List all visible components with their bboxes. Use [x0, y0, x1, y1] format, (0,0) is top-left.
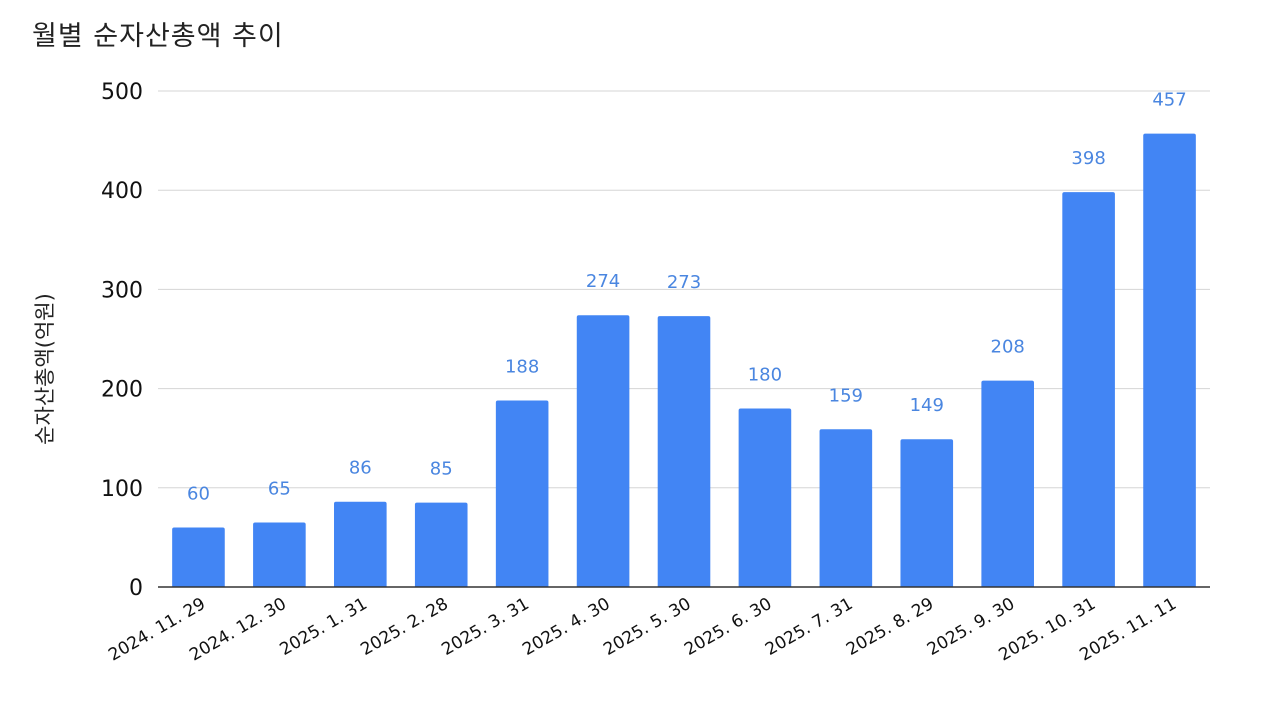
x-tick-label: 2025. 3. 31	[438, 594, 532, 660]
chart-title: 월별 순자산총액 추이	[32, 21, 284, 52]
data-label: 188	[505, 357, 539, 378]
data-label: 86	[349, 458, 372, 479]
x-tick-label: 2025. 6. 30	[681, 594, 775, 660]
y-tick-label: 500	[101, 80, 143, 105]
bar	[1062, 192, 1115, 587]
x-tick-label: 2025. 8. 29	[843, 594, 937, 660]
data-labels: 60 65 86 85 188 274 273 180 159 149 208 398 457	[187, 90, 1187, 505]
y-tick-label: 100	[101, 477, 143, 502]
bar	[657, 316, 711, 587]
x-tick-label: 2025. 5. 30	[600, 594, 694, 660]
data-label: 159	[829, 385, 863, 406]
bar	[1143, 133, 1196, 587]
x-tick-label: 2025. 2. 28	[357, 594, 451, 660]
data-label: 398	[1071, 148, 1105, 169]
data-label: 149	[910, 395, 944, 416]
y-tick-label: 0	[129, 576, 143, 601]
y-tick-label: 400	[101, 179, 143, 204]
bar	[900, 439, 954, 587]
x-tick-label: 2025. 1. 31	[277, 594, 371, 660]
bar	[414, 502, 468, 587]
data-label: 180	[748, 364, 782, 385]
data-label: 274	[586, 271, 620, 292]
bar	[738, 408, 792, 587]
y-tick-label: 300	[101, 278, 143, 303]
y-axis-ticks: 0 100 200 300 400 500	[101, 80, 143, 601]
bars	[172, 133, 1196, 587]
bar	[172, 527, 225, 587]
data-label: 457	[1152, 90, 1186, 111]
bar	[576, 315, 630, 587]
data-label: 60	[187, 483, 210, 504]
bar	[495, 400, 549, 587]
y-tick-label: 200	[101, 378, 143, 403]
data-label: 273	[667, 272, 701, 293]
bar	[253, 522, 306, 587]
x-tick-label: 2025. 4. 30	[519, 594, 613, 660]
data-label: 65	[268, 479, 291, 500]
bar	[334, 501, 387, 587]
x-tick-label: 2025. 7. 31	[762, 594, 856, 660]
data-label: 85	[430, 459, 453, 480]
y-axis-label: 순자산총액(억원)	[33, 293, 57, 445]
data-label: 208	[991, 337, 1025, 358]
bar	[981, 380, 1034, 587]
bar	[819, 429, 873, 587]
